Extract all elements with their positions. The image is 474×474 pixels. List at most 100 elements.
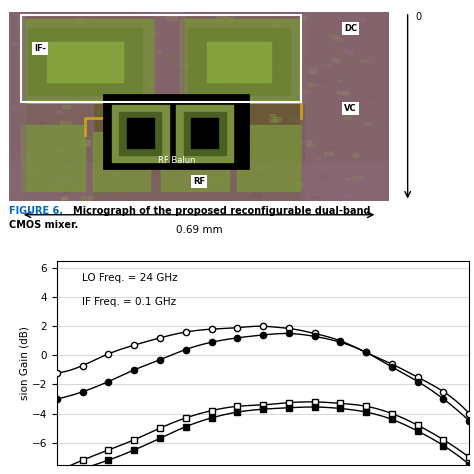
Bar (101, 90, 105, 93)
Bar (180, 149, 186, 153)
Bar (307, 144, 314, 147)
Bar (156, 51, 161, 53)
Bar (195, 153, 206, 155)
Bar (324, 152, 333, 155)
Text: 0: 0 (415, 12, 421, 22)
Bar (301, 141, 312, 144)
Bar (298, 89, 308, 93)
Bar (221, 73, 225, 76)
Bar (109, 161, 115, 164)
Bar (337, 91, 347, 94)
Text: RF Balun: RF Balun (157, 156, 195, 165)
Bar (97, 93, 105, 97)
Bar (194, 118, 198, 122)
Bar (40, 26, 45, 30)
Text: LO Freq. = 24 GHz: LO Freq. = 24 GHz (82, 273, 177, 283)
Bar (248, 129, 252, 133)
Bar (112, 172, 117, 173)
Bar (25, 169, 34, 173)
Bar (326, 147, 337, 149)
Bar (66, 171, 77, 174)
Text: VC: VC (345, 104, 357, 113)
Bar (315, 79, 325, 82)
Bar (311, 196, 319, 198)
Bar (209, 179, 218, 182)
Bar (152, 123, 155, 125)
Bar (215, 122, 219, 125)
Bar (180, 156, 189, 160)
Y-axis label: sion Gain (dB): sion Gain (dB) (19, 326, 29, 400)
Bar (108, 190, 116, 192)
Bar (176, 105, 233, 162)
Bar (299, 55, 307, 59)
Bar (201, 87, 211, 91)
Bar (160, 57, 169, 60)
Bar (264, 55, 271, 59)
Bar (305, 12, 389, 201)
Bar (301, 16, 306, 19)
Bar (221, 109, 225, 111)
Bar (229, 82, 237, 85)
Bar (340, 54, 345, 58)
Text: 0.69 mm: 0.69 mm (176, 225, 222, 235)
Bar (261, 46, 265, 48)
Bar (9, 162, 389, 201)
Bar (346, 50, 353, 55)
Bar (30, 51, 41, 55)
Bar (202, 104, 213, 108)
Bar (172, 130, 182, 134)
Bar (112, 105, 169, 162)
Bar (82, 50, 91, 55)
Bar (218, 69, 227, 73)
Bar (45, 42, 56, 47)
Bar (28, 88, 38, 91)
Bar (21, 125, 85, 191)
Bar (117, 91, 124, 93)
Bar (9, 12, 93, 201)
Bar (308, 83, 317, 86)
Bar (319, 175, 328, 177)
Bar (20, 118, 26, 121)
Bar (259, 165, 267, 170)
Bar (185, 78, 197, 80)
Bar (183, 57, 193, 61)
Bar (29, 166, 34, 170)
Bar (95, 41, 101, 46)
Bar (13, 165, 17, 167)
Bar (188, 28, 290, 95)
Bar (182, 128, 193, 133)
Bar (161, 132, 229, 191)
Bar (331, 56, 337, 59)
Bar (147, 63, 155, 68)
Bar (339, 110, 346, 113)
Bar (253, 48, 263, 53)
Bar (80, 140, 90, 145)
Bar (57, 169, 66, 172)
Bar (288, 117, 299, 121)
Bar (11, 195, 22, 199)
Bar (49, 47, 59, 50)
Bar (128, 28, 133, 31)
Bar (316, 191, 321, 193)
Bar (166, 16, 177, 20)
Bar (18, 22, 25, 26)
Bar (28, 28, 142, 95)
Bar (97, 111, 106, 114)
Bar (12, 147, 21, 151)
Bar (61, 197, 67, 199)
Bar (191, 118, 218, 148)
Bar (49, 73, 58, 78)
Bar (166, 113, 171, 116)
Bar (173, 152, 179, 156)
Bar (40, 122, 44, 126)
Bar (269, 21, 279, 25)
Bar (343, 91, 349, 95)
Bar (160, 156, 166, 159)
Bar (317, 156, 321, 159)
Bar (204, 147, 215, 149)
Bar (17, 48, 28, 50)
Bar (272, 56, 276, 61)
Bar (151, 139, 159, 143)
Bar (77, 182, 83, 186)
Bar (237, 167, 243, 169)
